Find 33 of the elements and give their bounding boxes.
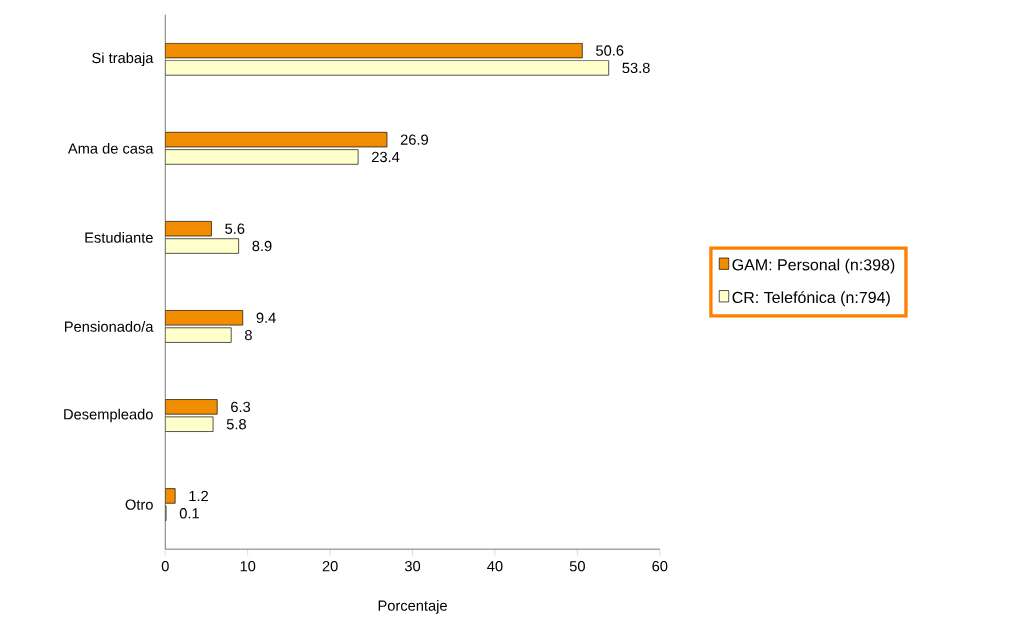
x-tick-label: 50	[569, 560, 585, 572]
bar	[165, 238, 239, 254]
data-label: 0.1	[179, 507, 199, 519]
data-label: 8	[244, 329, 252, 341]
data-label: 5.8	[226, 418, 246, 430]
data-label: 23.4	[372, 151, 400, 162]
data-label: 50.6	[596, 45, 624, 56]
bar	[165, 59, 610, 76]
y-tick-label: Si trabaja	[92, 52, 154, 66]
bar	[165, 42, 583, 58]
data-label: 8.9	[252, 240, 272, 252]
y-tick-label: Pensionado/a	[65, 320, 154, 332]
x-tick-label: 0	[161, 560, 169, 572]
legend-label: CR: Telefónica (n:794)	[732, 290, 890, 307]
legend-label: GAM: Personal (n:398)	[732, 258, 895, 274]
y-tick-label: Estudiante	[85, 231, 153, 243]
x-tick-label: 60	[652, 560, 668, 572]
data-label: 26.9	[400, 134, 428, 145]
y-tick-label: Ama de casa	[67, 142, 154, 154]
data-label: 1.2	[189, 490, 208, 501]
data-label: 5.6	[225, 223, 245, 234]
data-label: 9.4	[256, 312, 276, 323]
y-tick-label: Desempleado	[64, 408, 153, 423]
data-label: 6.3	[231, 401, 251, 412]
x-axis-title: Porcentaje	[378, 599, 447, 614]
y-tick-label: Otro	[125, 499, 153, 510]
x-tick-label: 20	[322, 560, 338, 572]
data-label: 53.8	[622, 62, 650, 73]
x-tick-label: 30	[404, 560, 421, 572]
x-tick-label: 40	[487, 560, 503, 572]
bar	[165, 327, 232, 343]
bar	[165, 149, 359, 165]
x-tick-label: 10	[240, 560, 256, 572]
